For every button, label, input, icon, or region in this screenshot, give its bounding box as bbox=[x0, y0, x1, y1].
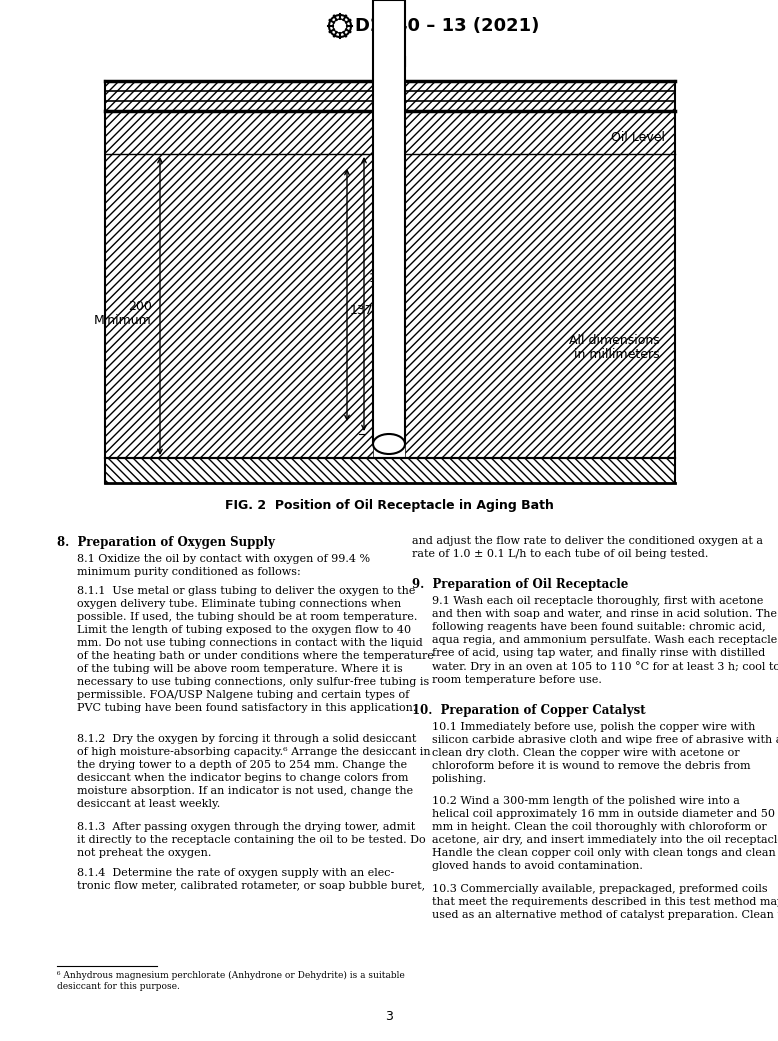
Text: 8.  Preparation of Oxygen Supply: 8. Preparation of Oxygen Supply bbox=[57, 536, 275, 549]
Text: 8.1.3  After passing oxygen through the drying tower, admit
it directly to the r: 8.1.3 After passing oxygen through the d… bbox=[77, 822, 426, 858]
Text: 10.2 Wind a 300-mm length of the polished wire into a
helical coil approximately: 10.2 Wind a 300-mm length of the polishe… bbox=[432, 796, 778, 871]
Text: 9.  Preparation of Oil Receptacle: 9. Preparation of Oil Receptacle bbox=[412, 578, 629, 591]
Text: Oil Level: Oil Level bbox=[611, 131, 665, 144]
Text: 3: 3 bbox=[385, 1010, 393, 1022]
Ellipse shape bbox=[373, 434, 405, 454]
Text: FIG. 2  Position of Oil Receptacle in Aging Bath: FIG. 2 Position of Oil Receptacle in Agi… bbox=[225, 500, 553, 512]
Text: 8.1 Oxidize the oil by contact with oxygen of 99.4 %
minimum purity conditioned : 8.1 Oxidize the oil by contact with oxyg… bbox=[77, 554, 370, 577]
Text: 10.  Preparation of Copper Catalyst: 10. Preparation of Copper Catalyst bbox=[412, 704, 646, 717]
Text: 25: 25 bbox=[381, 40, 397, 53]
Text: 137: 137 bbox=[350, 304, 373, 316]
Text: 10.1 Immediately before use, polish the copper wire with
silicon carbide abrasiv: 10.1 Immediately before use, polish the … bbox=[432, 722, 778, 784]
Text: Minimum: Minimum bbox=[94, 313, 152, 327]
Text: 10.3 Commercially available, prepackaged, preformed coils
that meet the requirem: 10.3 Commercially available, prepackaged… bbox=[432, 884, 778, 920]
Bar bbox=[105, 458, 675, 483]
Text: 200: 200 bbox=[128, 300, 152, 312]
Text: All dimensions: All dimensions bbox=[569, 334, 660, 348]
Text: 150: 150 bbox=[369, 273, 393, 285]
Text: 8.1.1  Use metal or glass tubing to deliver the oxygen to the
oxygen delivery tu: 8.1.1 Use metal or glass tubing to deliv… bbox=[77, 586, 434, 713]
Bar bbox=[373, 0, 405, 445]
Text: ⁶ Anhydrous magnesium perchlorate (Anhydrone or Dehydrite) is a suitable
desicca: ⁶ Anhydrous magnesium perchlorate (Anhyd… bbox=[57, 971, 405, 991]
Text: 9.1 Wash each oil receptacle thoroughly, first with acetone
and then with soap a: 9.1 Wash each oil receptacle thoroughly,… bbox=[432, 596, 778, 685]
Text: 8.1.2  Dry the oxygen by forcing it through a solid desiccant
of high moisture-a: 8.1.2 Dry the oxygen by forcing it throu… bbox=[77, 734, 431, 809]
Bar bbox=[405, 81, 675, 154]
Bar bbox=[405, 154, 675, 458]
Text: D2440 – 13 (2021): D2440 – 13 (2021) bbox=[355, 17, 539, 35]
Text: in millimeters: in millimeters bbox=[574, 349, 660, 361]
Bar bbox=[105, 154, 373, 458]
Text: and adjust the flow rate to deliver the conditioned oxygen at a
rate of 1.0 ± 0.: and adjust the flow rate to deliver the … bbox=[412, 536, 763, 559]
Bar bbox=[105, 81, 373, 154]
Text: 8.1.4  Determine the rate of oxygen supply with an elec-
tronic flow meter, cali: 8.1.4 Determine the rate of oxygen suppl… bbox=[77, 868, 425, 891]
